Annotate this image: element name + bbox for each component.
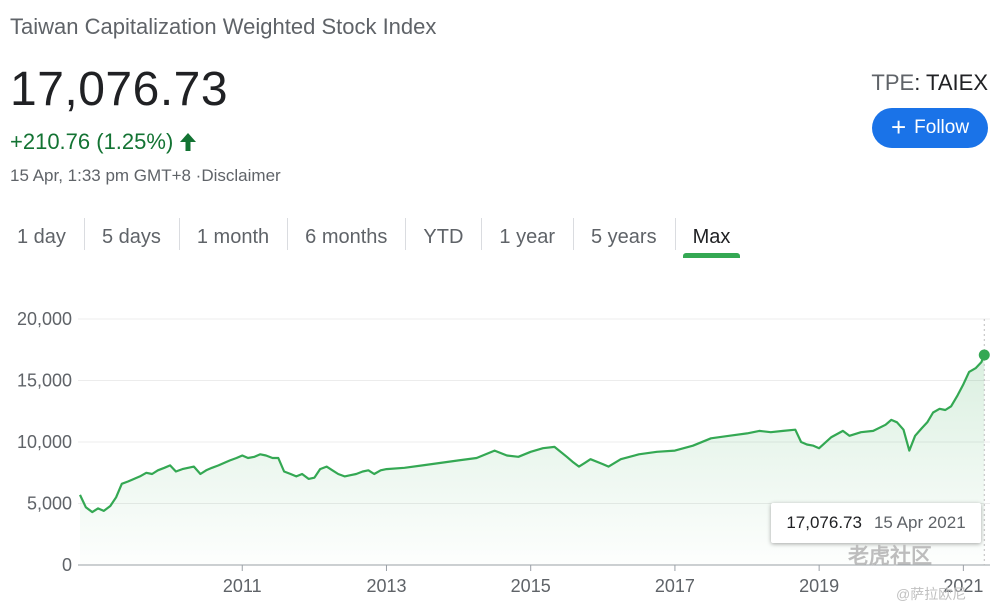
price-change: +210.76 (1.25%) [10,129,197,155]
tooltip-value: 17,076.73 [786,513,862,532]
x-tick-label: 2015 [511,576,551,596]
y-tick-label: 0 [62,555,72,575]
y-tick-label: 10,000 [17,432,72,452]
latest-point-marker [978,349,990,361]
tab-label: Max [692,225,731,248]
tab-label: YTD [423,225,464,248]
tab-label: 1 day [17,225,66,248]
tab-1-day[interactable]: 1 day [0,216,84,258]
ticker-exchange: TPE [871,70,915,95]
price-change-value: +210.76 (1.25%) [10,129,174,154]
y-tick-label: 20,000 [17,309,72,329]
arrow-up-icon [179,132,197,152]
x-tick-label: 2021 [943,576,983,596]
tab-max[interactable]: Max [674,216,749,258]
index-title: Taiwan Capitalization Weighted Stock Ind… [10,14,437,39]
tooltip-date: 15 Apr 2021 [873,513,966,532]
watermark-author: @萨拉欧尼 [896,586,967,602]
plus-icon: + [890,112,907,142]
x-tick-label: 2019 [799,576,839,596]
tab-5-years[interactable]: 5 years [573,216,675,258]
chart-tooltip: 17,076.73 15 Apr 2021 [771,503,981,543]
timestamp-disclaimer: 15 Apr, 1:33 pm GMT+8 ·Disclaimer [10,166,281,185]
tab-ytd[interactable]: YTD [405,216,481,258]
tab-6-months[interactable]: 6 months [287,216,405,258]
ticker-separator: : [914,70,927,95]
tab-label: 5 days [101,225,161,248]
watermark-logo: 老虎社区 [848,545,932,568]
tab-label: 1 month [196,225,270,248]
time-range-tabs: 1 day 5 days 1 month 6 months YTD 1 year… [0,216,748,258]
follow-button[interactable]: + Follow [872,108,988,148]
ticker-code: TAIEX [926,70,988,95]
x-tick-label: 2017 [655,576,695,596]
x-tick-label: 2011 [223,576,262,596]
ticker-symbol: TPE: TAIEX [871,70,988,96]
tab-1-month[interactable]: 1 month [178,216,287,258]
series-area-fill [80,355,985,565]
tab-label: 5 years [591,225,657,248]
tab-5-days[interactable]: 5 days [83,216,179,258]
y-tick-label: 5,000 [27,494,72,514]
x-tick-label: 2013 [366,576,406,596]
series-line [79,354,986,514]
tab-label: 1 year [499,225,555,248]
tab-label: 6 months [305,225,388,248]
follow-label: Follow [914,117,970,138]
current-price: 17,076.73 [10,63,229,116]
price-chart[interactable]: 0 5,000 10,000 15,000 20,000 2011 2013 2015 2017… [0,290,1004,615]
tab-1-year[interactable]: 1 year [481,216,573,258]
y-tick-label: 15,000 [17,371,72,391]
